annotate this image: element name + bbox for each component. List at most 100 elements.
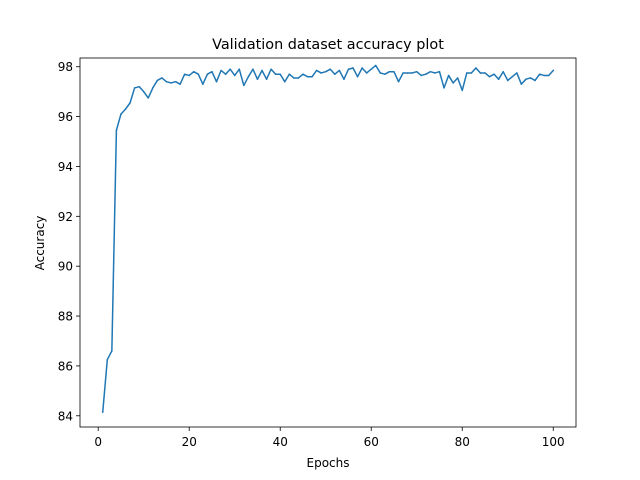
data-point	[215, 80, 218, 83]
data-point	[124, 108, 127, 110]
data-point	[229, 68, 231, 70]
y-tick-label: 92	[58, 210, 73, 224]
data-point	[334, 73, 336, 75]
x-tick-label: 40	[273, 435, 288, 449]
chart-title: Validation dataset accuracy plot	[212, 37, 444, 53]
y-tick-label: 86	[58, 359, 73, 373]
data-point	[538, 73, 541, 75]
data-point	[233, 74, 236, 77]
data-point	[111, 350, 113, 352]
data-point	[297, 77, 300, 79]
data-point	[347, 68, 350, 70]
data-point	[397, 80, 400, 83]
data-point	[488, 75, 491, 78]
data-point	[224, 73, 227, 75]
data-point	[456, 77, 459, 79]
data-point	[188, 74, 190, 77]
data-point	[252, 68, 254, 70]
data-point	[393, 70, 395, 73]
data-point	[375, 64, 377, 67]
data-point	[415, 70, 418, 73]
data-point	[106, 358, 109, 361]
data-point	[534, 79, 536, 82]
data-point	[502, 70, 504, 73]
y-tick-label: 94	[58, 160, 73, 174]
data-point	[142, 90, 145, 93]
data-point	[274, 73, 277, 75]
x-tick-label: 100	[542, 435, 565, 449]
data-point	[183, 73, 186, 75]
data-point	[102, 411, 104, 413]
data-point	[311, 75, 313, 78]
y-tick-label: 96	[58, 110, 73, 124]
data-point	[320, 72, 322, 74]
data-point	[170, 82, 172, 84]
data-point	[261, 69, 263, 72]
data-point	[529, 77, 532, 79]
y-tick-label: 98	[58, 60, 73, 74]
data-point	[161, 77, 163, 79]
data-point	[361, 67, 363, 69]
data-point	[174, 80, 177, 83]
data-point	[302, 73, 304, 75]
data-point	[434, 72, 436, 74]
data-point	[516, 72, 518, 74]
data-point	[402, 72, 404, 74]
data-point	[324, 70, 327, 73]
data-point	[238, 68, 241, 70]
data-point	[466, 72, 468, 74]
data-point	[270, 68, 272, 70]
data-point	[129, 102, 131, 104]
data-point	[288, 73, 291, 75]
data-point	[329, 68, 332, 70]
series-line	[101, 64, 555, 413]
axes-frame	[79, 57, 577, 428]
y-tick-label: 88	[58, 310, 73, 324]
data-point	[520, 83, 523, 85]
y-tick-label: 90	[58, 260, 73, 274]
data-point	[220, 69, 222, 72]
data-point	[256, 78, 259, 80]
data-point	[284, 80, 286, 83]
data-point	[379, 72, 382, 74]
data-point	[133, 87, 136, 89]
y-axis-ticks: 84 86 88 90 92 94 96 98	[58, 60, 80, 423]
data-point	[525, 78, 527, 80]
data-point	[197, 73, 200, 75]
data-point	[543, 74, 545, 77]
data-point	[461, 89, 463, 92]
data-point	[352, 67, 354, 69]
data-point	[511, 75, 514, 78]
data-point	[497, 78, 500, 80]
data-point	[429, 70, 432, 73]
data-point	[152, 87, 154, 89]
data-point	[425, 73, 427, 75]
x-axis-label: Epochs	[307, 456, 350, 470]
data-point	[438, 70, 441, 73]
plot-area	[79, 57, 577, 428]
data-point	[202, 83, 204, 85]
data-point	[247, 75, 250, 78]
data-point	[475, 67, 477, 69]
data-point	[443, 87, 445, 89]
data-point	[452, 82, 454, 84]
data-point	[193, 70, 195, 73]
data-point	[484, 72, 486, 74]
data-point	[179, 83, 181, 85]
x-tick-label: 80	[455, 435, 470, 449]
data-point	[447, 74, 450, 77]
data-point	[343, 78, 345, 80]
data-point	[365, 72, 368, 74]
data-point	[506, 79, 509, 82]
x-tick-label: 60	[364, 435, 379, 449]
data-point	[470, 72, 473, 74]
data-point	[420, 74, 423, 77]
x-tick-label: 20	[182, 435, 197, 449]
data-point	[547, 74, 550, 77]
data-point	[384, 73, 386, 75]
data-point	[147, 97, 150, 99]
x-axis-ticks: 0 20 40 60 80 100	[94, 427, 565, 449]
data-point	[552, 69, 554, 72]
data-point	[211, 70, 213, 73]
